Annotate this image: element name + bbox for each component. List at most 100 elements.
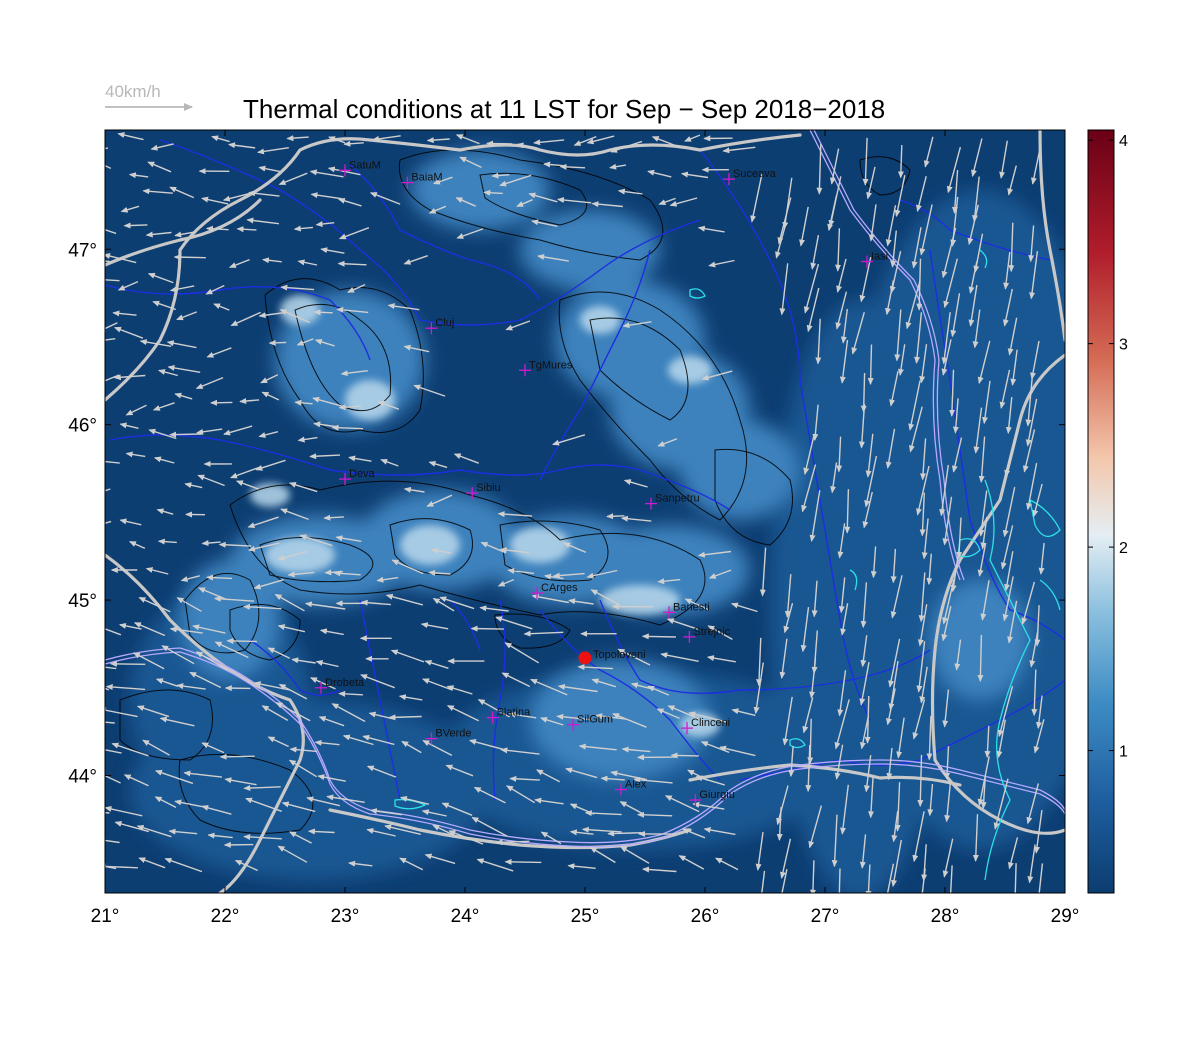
y-tick-label: 47° (68, 240, 97, 261)
wind-arrow (168, 828, 198, 835)
wind-arrow (980, 580, 990, 621)
wind-arrow (495, 839, 530, 846)
wind-arrow (977, 340, 991, 385)
wind-arrow (195, 376, 224, 390)
wind-arrow (230, 466, 261, 479)
wind-arrow (999, 140, 1008, 179)
wind-arrow (528, 192, 558, 203)
wind-arrow (997, 686, 1014, 738)
wind-arrow (337, 260, 367, 267)
wind-arrow (421, 809, 447, 817)
wind-arrow (993, 778, 1009, 830)
wind-arrow (505, 320, 531, 331)
wind-arrow (703, 827, 736, 836)
wind-arrow (198, 587, 228, 601)
wind-arrow (835, 228, 842, 272)
wind-arrow (258, 165, 281, 173)
wind-arrow (413, 384, 446, 397)
wind-arrow (776, 785, 789, 826)
wind-arrow (403, 255, 428, 265)
wind-arrow (158, 369, 178, 377)
wind-arrow (391, 559, 424, 575)
wind-arrow (297, 436, 318, 443)
highlight-city-label: Topoloveni (593, 649, 646, 661)
wind-arrow (196, 428, 223, 435)
x-tick-label: 28° (931, 906, 960, 927)
wind-arrow (280, 508, 309, 521)
wind-arrow (261, 705, 289, 722)
wind-arrow (222, 192, 250, 202)
wind-arrow (552, 572, 585, 579)
wind-arrow (891, 839, 902, 888)
wind-arrow (453, 453, 479, 464)
wind-arrow (223, 425, 253, 436)
wind-arrow (279, 309, 311, 324)
wind-arrow (755, 832, 764, 871)
wind-arrow (299, 534, 333, 547)
wind-arrow (697, 225, 725, 233)
wind-arrow (360, 674, 395, 689)
wind-arrow (894, 782, 901, 832)
wind-arrow (917, 604, 928, 647)
wind-arrow (218, 541, 252, 548)
wind-arrow (569, 829, 594, 836)
wind-arrow (343, 140, 364, 147)
map-title: Thermal conditions at 11 LST for Sep − S… (243, 94, 886, 124)
wind-arrow (967, 204, 979, 246)
x-tick-label: 21° (91, 906, 120, 927)
wind-arrow (119, 518, 142, 526)
wind-arrow (612, 713, 647, 728)
wind-arrow (996, 719, 1006, 759)
wind-arrow (531, 219, 558, 227)
wind-arrow (248, 190, 280, 197)
wind-arrow (1004, 430, 1019, 478)
wind-arrow (228, 142, 256, 149)
wind-arrow (664, 795, 700, 813)
wind-arrow (184, 482, 203, 489)
wind-arrow (980, 516, 988, 550)
wind-arrow (836, 436, 843, 473)
wind-arrow (1002, 288, 1013, 327)
city-label: BaiaM (411, 172, 442, 184)
wind-arrow (972, 814, 979, 862)
wind-arrow (399, 795, 430, 805)
city-marker: Suceava (723, 168, 777, 186)
city-marker: Drobeta (315, 677, 365, 694)
wind-arrow (147, 272, 174, 284)
wind-arrow (1000, 525, 1014, 570)
wind-arrow (919, 492, 926, 537)
wind-arrow (831, 814, 838, 868)
highlight-city-dot (578, 651, 592, 665)
wind-arrow (309, 169, 344, 178)
wind-arrow (890, 230, 897, 268)
wind-arrow (666, 618, 699, 630)
wind-arrow (731, 708, 756, 717)
wind-arrow (889, 371, 899, 407)
wind-arrow (815, 318, 822, 365)
wind-arrow (501, 672, 531, 688)
wind-arrow (779, 838, 792, 879)
wind-arrow (779, 263, 789, 316)
wind-arrow (384, 824, 421, 835)
wind-arrow (109, 660, 146, 667)
wind-arrow (885, 688, 896, 726)
wind-arrow (380, 458, 399, 467)
wind-arrow (540, 717, 564, 726)
wind-arrow (641, 633, 676, 640)
wind-arrow (581, 826, 622, 833)
wind-arrow (105, 164, 112, 170)
city-marker: Cluj (425, 317, 454, 335)
wind-arrow (894, 309, 902, 362)
wind-arrow (954, 639, 962, 671)
wind-arrow (885, 205, 897, 247)
wind-arrow (338, 690, 363, 697)
wind-arrow (432, 597, 455, 612)
wind-arrow (782, 696, 793, 746)
wind-arrow (262, 257, 282, 264)
wind-arrow (886, 863, 895, 893)
colorbar-ticks: 1 2 3 4 (1088, 133, 1128, 761)
wind-arrow (978, 490, 988, 537)
wind-arrow (470, 625, 504, 632)
wind-arrow (761, 870, 766, 893)
wind-arrow (1029, 251, 1039, 300)
